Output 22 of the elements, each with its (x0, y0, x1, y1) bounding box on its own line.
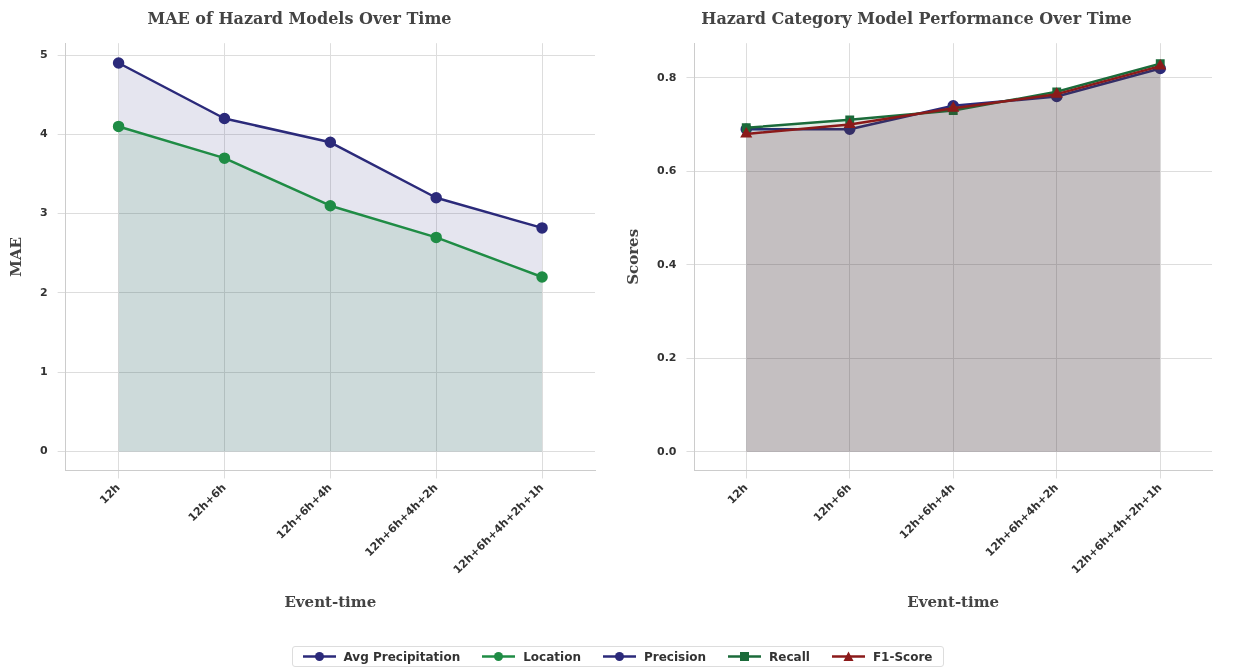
y-tick-label: 0 (40, 444, 48, 458)
y-tick-label: 2 (40, 285, 48, 299)
legend-label: Avg Precipitation (343, 649, 461, 664)
y-axis-title: Scores (623, 228, 642, 285)
y-tick-label: 0.0 (656, 444, 677, 458)
chart-title: MAE of Hazard Models Over Time (147, 8, 452, 28)
legend-label: F1-Score (872, 649, 933, 664)
y-tick-label: 0.6 (656, 164, 677, 178)
chart-title: Hazard Category Model Performance Over Time (701, 8, 1132, 28)
y-axis-title: MAE (6, 236, 25, 277)
x-axis-title: Event-time (907, 592, 1000, 611)
legend-label: Location (523, 649, 581, 664)
y-tick-label: 0.8 (656, 70, 677, 84)
x-axis-title: Event-time (284, 592, 377, 611)
y-tick-label: 1 (40, 365, 48, 379)
y-tick-label: 4 (40, 127, 48, 141)
y-tick-label: 5 (40, 47, 48, 61)
legend-label: Recall (769, 649, 810, 664)
y-tick-label: 0.4 (656, 257, 677, 271)
y-tick-label: 3 (40, 206, 48, 220)
legend-label: Precision (643, 649, 707, 664)
y-tick-label: 0.2 (656, 351, 677, 365)
